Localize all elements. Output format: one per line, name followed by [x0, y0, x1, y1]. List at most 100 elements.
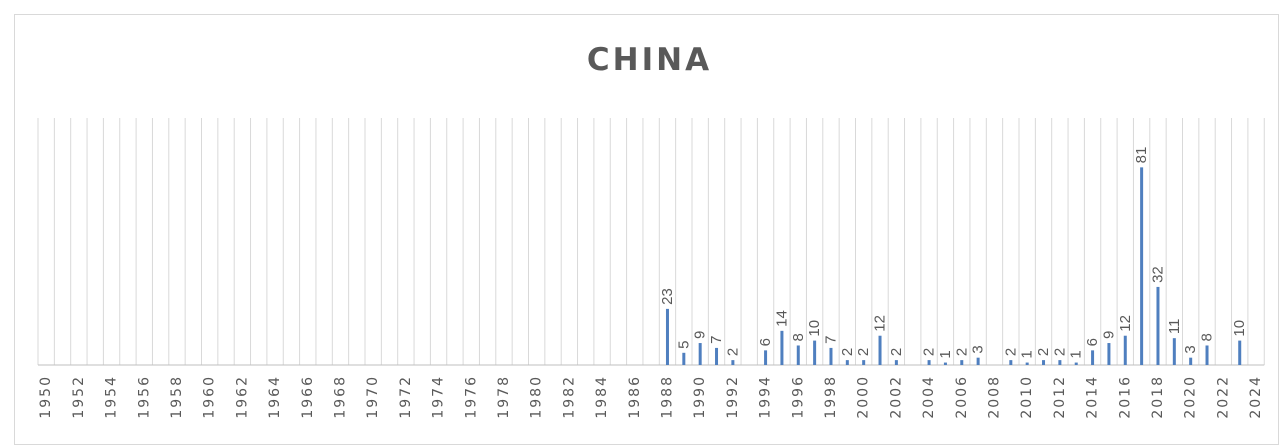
bar [780, 330, 784, 365]
x-tick-label: 1998 [823, 375, 839, 419]
x-tick-label: 1954 [104, 375, 120, 419]
x-tick-label: 1978 [496, 375, 512, 419]
bar [1140, 167, 1144, 365]
bar [1042, 360, 1046, 365]
x-tick-label: 2018 [1150, 375, 1166, 419]
data-label: 7 [822, 336, 839, 344]
x-tick-label: 2012 [1052, 375, 1068, 419]
x-tick-label: 2008 [986, 375, 1002, 419]
x-tick-label: 1964 [267, 375, 283, 419]
data-label: 1 [937, 350, 954, 358]
data-label: 2 [1035, 348, 1052, 356]
x-tick-label: 1968 [332, 375, 348, 419]
bar [845, 360, 849, 365]
bar [878, 335, 882, 365]
data-label: 9 [692, 331, 709, 339]
x-tick-label: 2004 [921, 375, 937, 419]
x-tick-label: 1956 [136, 375, 152, 419]
x-tick-label: 2000 [856, 375, 872, 419]
x-tick-label: 1980 [529, 375, 545, 419]
data-label: 2 [1051, 348, 1068, 356]
x-tick-label: 1992 [725, 375, 741, 419]
data-label: 6 [757, 338, 774, 346]
bar [1009, 360, 1013, 365]
data-label: 2 [953, 348, 970, 356]
data-label: 23 [659, 288, 676, 305]
data-label: 2 [921, 348, 938, 356]
x-tick-label: 1966 [300, 375, 316, 419]
data-label: 3 [970, 345, 987, 353]
x-tick-label: 1972 [398, 375, 414, 419]
bar [1123, 335, 1127, 365]
bar [894, 360, 898, 365]
bar [1107, 343, 1111, 365]
data-label: 2 [724, 348, 741, 356]
bar [1074, 362, 1078, 365]
data-label: 8 [790, 333, 807, 341]
x-tick-label: 1990 [692, 375, 708, 419]
x-tick-label: 1994 [758, 375, 774, 419]
x-tick-label: 2002 [888, 375, 904, 419]
x-tick-label: 1960 [202, 375, 218, 419]
bar [698, 343, 702, 365]
bar [943, 362, 947, 365]
data-label: 5 [675, 340, 692, 348]
data-label: 2 [839, 348, 856, 356]
bar [1156, 286, 1160, 365]
data-label: 7 [708, 336, 725, 344]
data-label: 12 [872, 315, 889, 332]
bar [1189, 357, 1193, 365]
x-tick-label: 1982 [561, 375, 577, 419]
data-label: 2 [1002, 348, 1019, 356]
x-tick-label: 1974 [431, 375, 447, 419]
data-label: 6 [1084, 338, 1101, 346]
x-tick-label: 2006 [954, 375, 970, 419]
bar [665, 308, 669, 365]
data-label: 2 [888, 348, 905, 356]
bar [731, 360, 735, 365]
bar [1091, 350, 1095, 365]
data-label: 11 [1166, 319, 1183, 335]
data-label: 8 [1199, 333, 1216, 341]
bar [960, 360, 964, 365]
data-label: 12 [1117, 315, 1134, 332]
x-tick-label: 1984 [594, 375, 610, 419]
data-label: 10 [806, 320, 823, 337]
data-label: 9 [1100, 331, 1117, 339]
bar [1238, 340, 1242, 365]
bar [796, 345, 800, 365]
x-tick-label: 1976 [463, 375, 479, 419]
bar [1172, 338, 1176, 365]
data-label: 1 [1019, 350, 1036, 358]
data-label: 3 [1182, 345, 1199, 353]
bar [764, 350, 768, 365]
x-tick-label: 1962 [234, 375, 250, 419]
x-tick-label: 1958 [169, 375, 185, 419]
x-tick-label: 2010 [1019, 375, 1035, 419]
x-tick-label: 1950 [38, 375, 54, 419]
bar [1058, 360, 1062, 365]
data-label: 10 [1231, 320, 1248, 337]
bar [829, 347, 833, 365]
data-label: 32 [1149, 266, 1166, 283]
x-tick-label: 2024 [1248, 375, 1264, 419]
data-label: 1 [1068, 350, 1085, 358]
bar [682, 352, 686, 365]
x-tick-label: 1952 [71, 375, 87, 419]
data-label: 81 [1133, 147, 1150, 164]
bar [976, 357, 980, 365]
bar [862, 360, 866, 365]
bar [813, 340, 817, 365]
bar [1205, 345, 1209, 365]
data-label: 2 [855, 348, 872, 356]
bar [1025, 362, 1029, 365]
data-label: 14 [773, 310, 790, 327]
x-tick-label: 2022 [1215, 375, 1231, 419]
x-tick-label: 1986 [627, 375, 643, 419]
x-tick-label: 2014 [1085, 375, 1101, 419]
x-tick-label: 1970 [365, 375, 381, 419]
bar [715, 347, 719, 365]
x-tick-label: 2016 [1117, 375, 1133, 419]
bar [927, 360, 931, 365]
